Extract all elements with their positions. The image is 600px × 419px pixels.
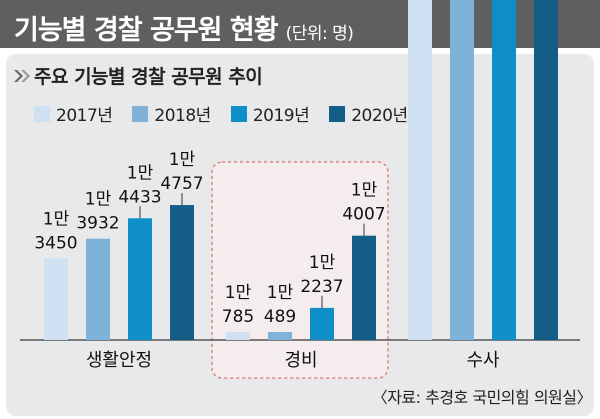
bar — [128, 218, 152, 340]
highlight-panel — [211, 161, 389, 379]
bar — [492, 0, 516, 341]
legend-item: 2018년 — [132, 101, 211, 126]
data-label: 1만 — [169, 150, 196, 170]
legend-item: 2017년 — [34, 101, 113, 126]
data-label: 3932 — [76, 214, 119, 234]
bar — [268, 332, 292, 340]
bar — [226, 332, 250, 340]
data-label: 489 — [264, 307, 296, 327]
bar — [450, 0, 474, 340]
data-label: 3450 — [34, 233, 77, 253]
category-label: 생활안정 — [86, 350, 152, 371]
data-label: 4433 — [118, 187, 161, 207]
data-label: 1만 — [225, 283, 252, 303]
data-label: 1만 — [309, 253, 336, 273]
legend-swatch — [132, 105, 149, 122]
bar — [408, 0, 432, 341]
double-chevron-icon — [14, 70, 30, 82]
data-label: 4007 — [342, 205, 385, 225]
bar — [534, 0, 558, 341]
legend-item: 2019년 — [230, 101, 310, 126]
data-label: 1만 — [85, 190, 112, 210]
data-label: 2237 — [300, 277, 343, 297]
legend: 2017년 2018년 2019년 2020년 — [34, 101, 428, 126]
legend-label: 2019년 — [252, 106, 310, 126]
legend-label: 2017년 — [56, 106, 113, 126]
data-label: 1만 — [267, 283, 294, 303]
category-label: 수사 — [466, 350, 500, 371]
data-label: 1만 — [351, 181, 378, 201]
legend-label: 2020년 — [351, 106, 408, 126]
bar — [170, 205, 194, 340]
bar — [352, 235, 376, 340]
source-note: 〈자료: 추경호 국민의힘 의원실〉 — [371, 388, 593, 407]
data-label: 1만 — [127, 163, 154, 183]
bar — [44, 258, 68, 340]
data-label: 4757 — [160, 174, 203, 194]
legend-swatch — [329, 105, 346, 122]
bar — [310, 307, 334, 340]
bar — [86, 238, 110, 340]
unit-label: (단위: 명) — [285, 24, 354, 44]
category-label: 경비 — [284, 350, 317, 371]
legend-item: 2020년 — [329, 101, 408, 126]
legend-swatch — [230, 105, 247, 122]
chart-title: 기능별 경찰 공무원 현황 — [14, 15, 279, 46]
data-label: 785 — [222, 307, 254, 327]
chart-subtitle: 주요 기능별 경찰 공무원 추이 — [34, 66, 263, 88]
data-label: 1만 — [43, 209, 70, 229]
legend-label: 2018년 — [154, 106, 211, 126]
legend-swatch — [34, 105, 50, 122]
